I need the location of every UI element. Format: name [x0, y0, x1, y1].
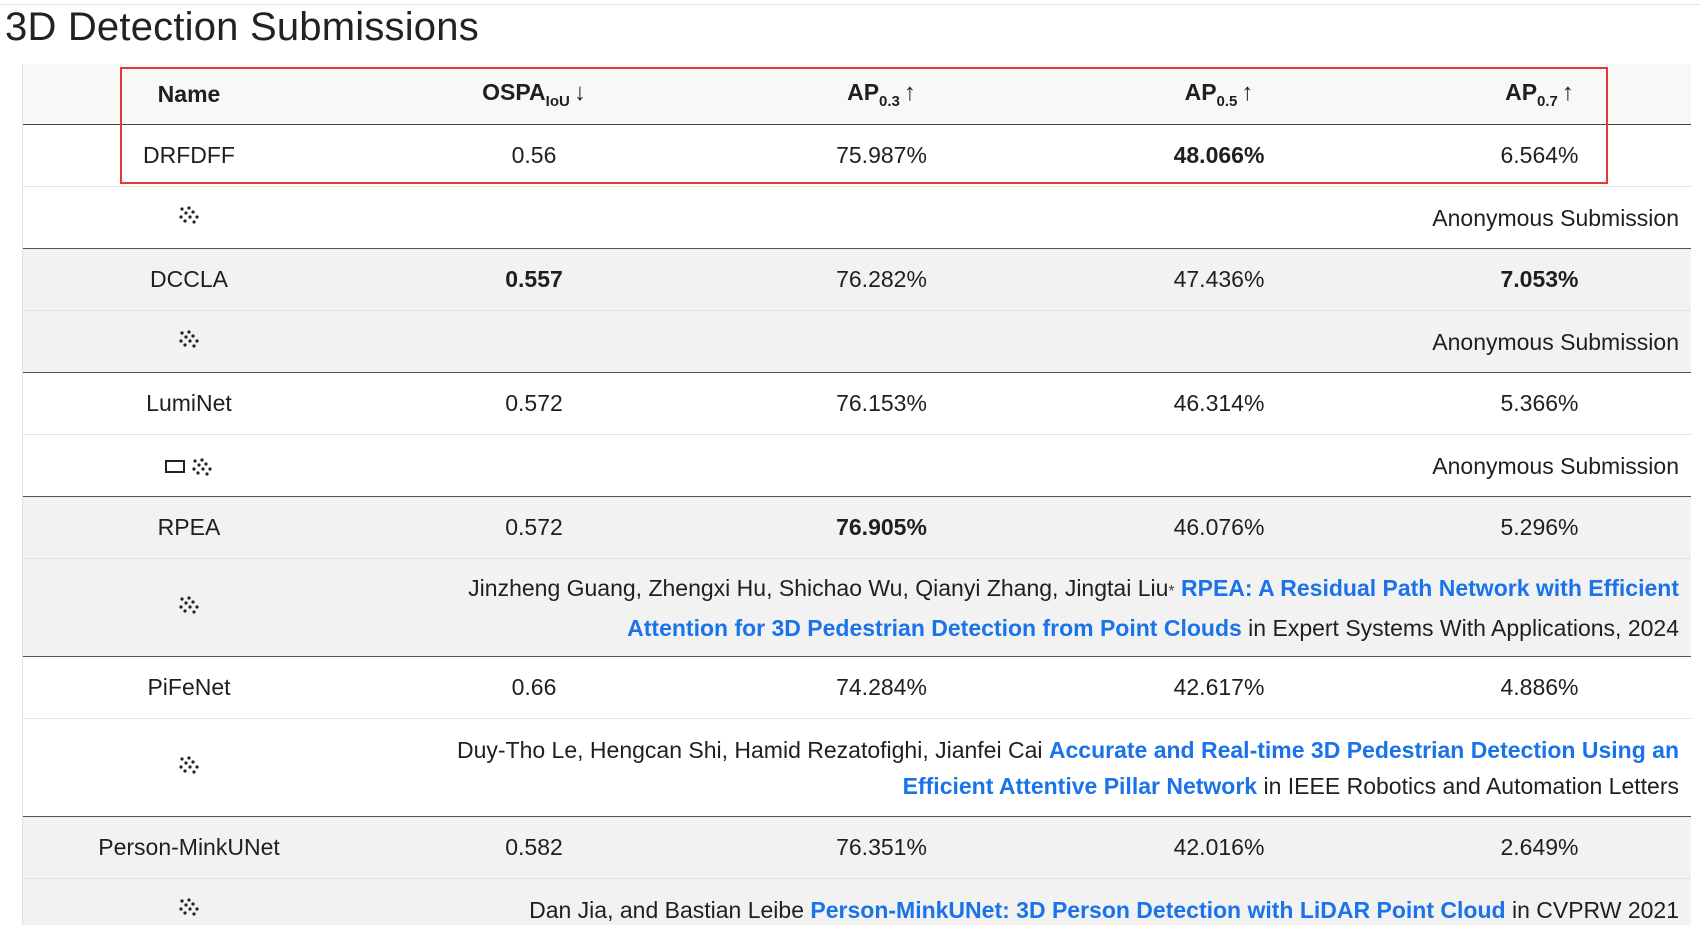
ap03-value: 76.282% [713, 248, 1050, 311]
ap05-value: 48.066% [1050, 124, 1388, 187]
submission-description: Anonymous Submission [355, 310, 1691, 373]
point-cloud-icon [192, 457, 212, 476]
ap03-value: 76.153% [713, 372, 1050, 435]
ospa-value: 0.557 [355, 248, 713, 311]
ap07-value: 7.053% [1388, 248, 1691, 311]
authors: Jinzheng Guang, Zhengxi Hu, Shichao Wu, … [468, 574, 1169, 601]
table-row: Person-MinkUNet 0.582 76.351% 42.016% 2.… [23, 816, 1691, 879]
ap05-value: 46.076% [1050, 496, 1388, 559]
sort-up-arrow-icon: ↑ [1241, 78, 1254, 106]
point-cloud-icon [179, 596, 199, 614]
column-header-name[interactable]: Name [23, 64, 355, 125]
ap03-value: 75.987% [713, 124, 1050, 187]
table-row: DRFDFF 0.56 75.987% 48.066% 6.564% [23, 124, 1691, 187]
sort-up-arrow-icon: ↑ [1561, 78, 1574, 106]
submissions-table-container[interactable]: Name OSPAIoU ↓ AP0.3 ↑ AP0.5 ↑ AP0.7 ↑ DRFDF… [22, 64, 1691, 925]
table-row: RPEA 0.572 76.905% 46.076% 5.296% [23, 496, 1691, 559]
ap07-value: 6.564% [1388, 124, 1691, 187]
sort-down-arrow-icon: ↓ [573, 78, 586, 106]
modality-cell [23, 186, 355, 249]
point-cloud-icon [179, 206, 199, 224]
ap03-value: 74.284% [713, 656, 1050, 719]
submissions-table: Name OSPAIoU ↓ AP0.3 ↑ AP0.5 ↑ AP0.7 ↑ DRFDF… [23, 64, 1691, 925]
ap05-value: 47.436% [1050, 248, 1388, 311]
sort-up-arrow-icon: ↑ [903, 78, 916, 106]
point-cloud-icon [179, 898, 199, 916]
table-row-detail: Anonymous Submission [23, 310, 1691, 373]
submission-name: RPEA [23, 496, 355, 559]
modality-cell [23, 878, 355, 925]
image-icon [165, 460, 185, 473]
table-row-detail: Anonymous Submission [23, 434, 1691, 497]
venue: in CVPRW 2021 [1505, 896, 1679, 923]
authors: Dan Jia, and Bastian Leibe [529, 896, 805, 923]
top-divider [0, 4, 1700, 5]
ap07-value: 5.296% [1388, 496, 1691, 559]
point-cloud-icon [179, 330, 199, 348]
modality-cell [23, 558, 355, 657]
authors: Duy-Tho Le, Hengcan Shi, Hamid Rezatofig… [456, 736, 1043, 763]
paper-link[interactable]: Accurate and Real-time 3D Pedestrian Det… [902, 736, 1679, 799]
submission-description: Duy-Tho Le, Hengcan Shi, Hamid Rezatofig… [355, 718, 1691, 817]
paper-link[interactable]: RPEA: A Residual Path Network with Effic… [627, 574, 1679, 641]
modality-cell [23, 718, 355, 817]
submission-description: Anonymous Submission [355, 186, 1691, 249]
ap05-value: 42.016% [1050, 816, 1388, 879]
modality-cell [23, 434, 355, 497]
submission-description: Anonymous Submission [355, 434, 1691, 497]
submission-description: Jinzheng Guang, Zhengxi Hu, Shichao Wu, … [355, 558, 1691, 657]
ospa-value: 0.572 [355, 372, 713, 435]
table-row: PiFeNet 0.66 74.284% 42.617% 4.886% [23, 656, 1691, 719]
venue: in Expert Systems With Applications, 202… [1241, 614, 1679, 641]
ap05-value: 42.617% [1050, 656, 1388, 719]
ospa-value: 0.66 [355, 656, 713, 719]
column-header-ap07[interactable]: AP0.7 ↑ [1388, 64, 1691, 125]
table-header-row: Name OSPAIoU ↓ AP0.3 ↑ AP0.5 ↑ AP0.7 ↑ [23, 64, 1691, 125]
ap03-value: 76.905% [713, 496, 1050, 559]
paper-link[interactable]: Person-MinkUNet: 3D Person Detection wit… [810, 896, 1506, 923]
submission-description: Dan Jia, and Bastian Leibe Person-MinkUN… [355, 878, 1691, 925]
ospa-value: 0.582 [355, 816, 713, 879]
table-row-detail: Jinzheng Guang, Zhengxi Hu, Shichao Wu, … [23, 558, 1691, 657]
table-row-detail: Duy-Tho Le, Hengcan Shi, Hamid Rezatofig… [23, 718, 1691, 817]
submission-name: PiFeNet [23, 656, 355, 719]
table-row: LumiNet 0.572 76.153% 46.314% 5.366% [23, 372, 1691, 435]
ap07-value: 5.366% [1388, 372, 1691, 435]
ap05-value: 46.314% [1050, 372, 1388, 435]
ap07-value: 2.649% [1388, 816, 1691, 879]
table-row: DCCLA 0.557 76.282% 47.436% 7.053% [23, 248, 1691, 311]
column-header-ospa[interactable]: OSPAIoU ↓ [355, 64, 713, 125]
submission-name: Person-MinkUNet [23, 816, 355, 879]
point-cloud-icon [179, 756, 199, 774]
table-row-detail: Dan Jia, and Bastian Leibe Person-MinkUN… [23, 878, 1691, 925]
ap07-value: 4.886% [1388, 656, 1691, 719]
corresponding-author-mark: * [1168, 582, 1175, 600]
submission-name: DRFDFF [23, 124, 355, 187]
venue: in IEEE Robotics and Automation Letters [1257, 772, 1679, 799]
submission-name: LumiNet [23, 372, 355, 435]
modality-cell [23, 310, 355, 373]
ap03-value: 76.351% [713, 816, 1050, 879]
table-row-detail: Anonymous Submission [23, 186, 1691, 249]
ospa-value: 0.572 [355, 496, 713, 559]
column-header-ap05[interactable]: AP0.5 ↑ [1050, 64, 1388, 125]
submission-name: DCCLA [23, 248, 355, 311]
column-header-ap03[interactable]: AP0.3 ↑ [713, 64, 1050, 125]
page-title: 3D Detection Submissions [5, 5, 479, 49]
ospa-value: 0.56 [355, 124, 713, 187]
